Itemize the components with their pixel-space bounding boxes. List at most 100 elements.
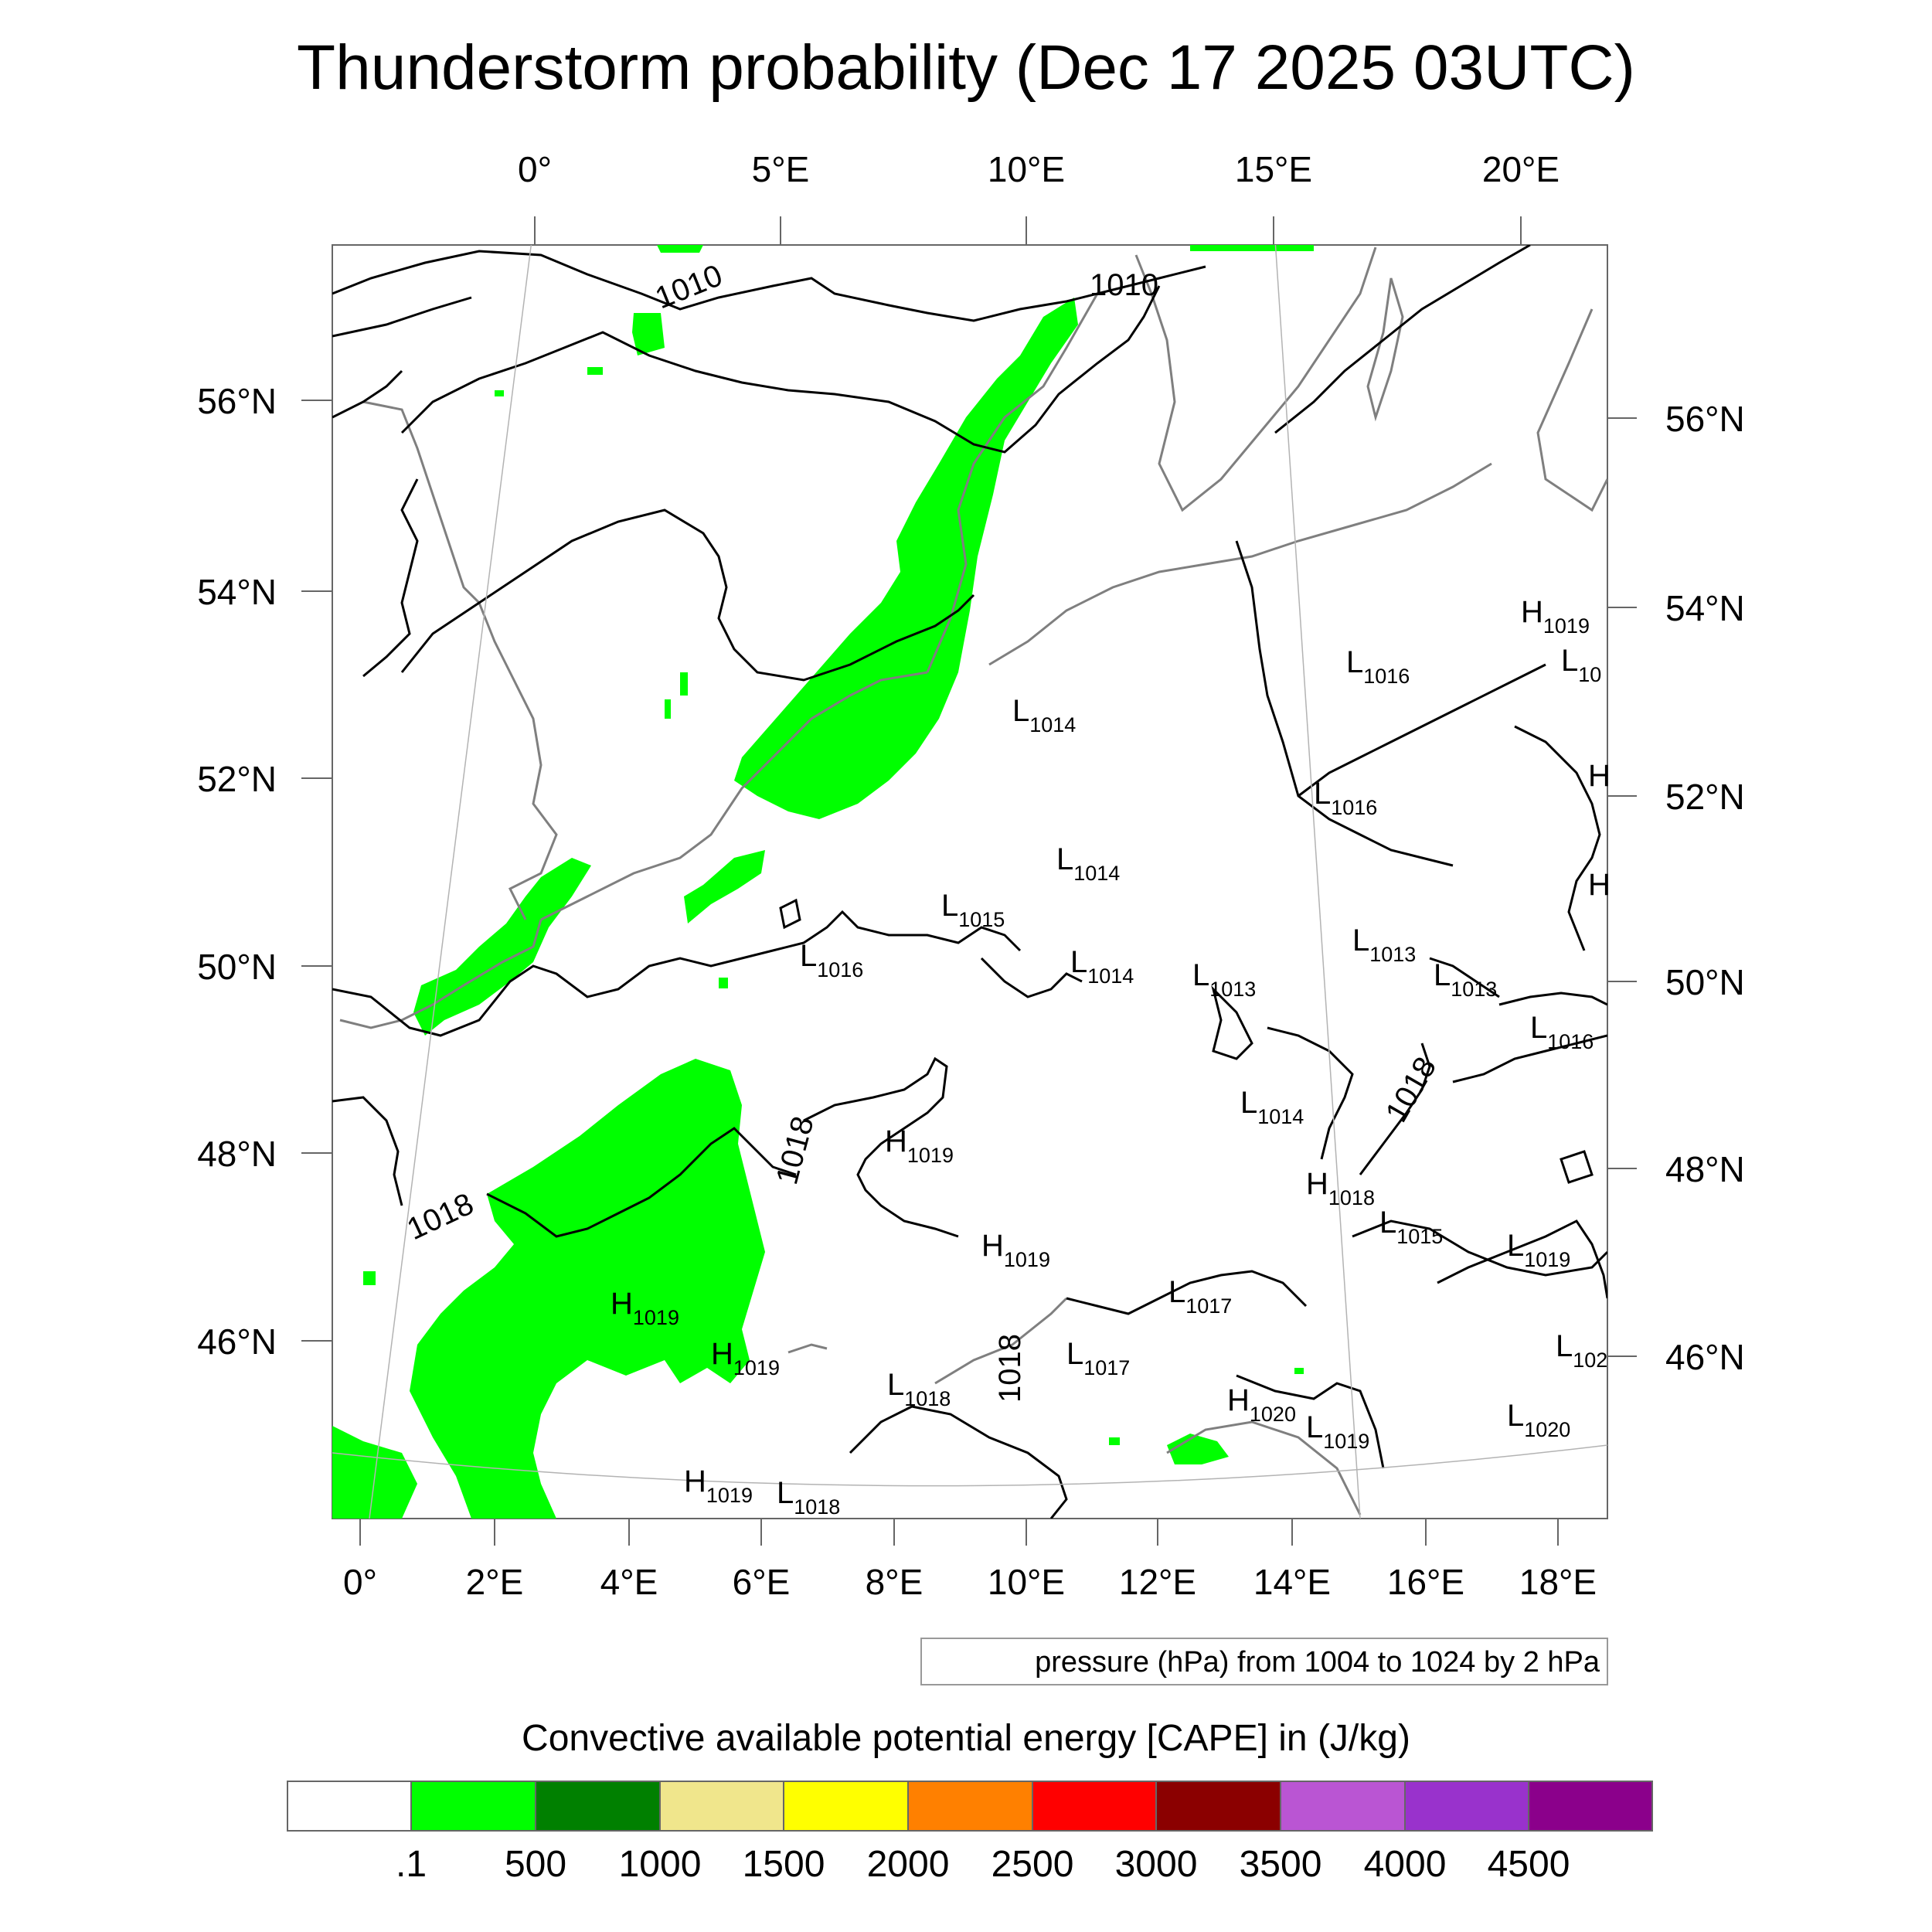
coastline-france-north [339, 919, 543, 1029]
cape-speck-4 [665, 699, 671, 719]
colorbar-tick: .1 [396, 1844, 427, 1885]
bottom-lon-label: 4°E [600, 1562, 658, 1602]
cape-area-france-main [410, 1059, 765, 1519]
isobar-1010 [332, 250, 1206, 322]
right-lat-label: 50°N [1665, 962, 1745, 1002]
colorbar-tick: 4000 [1364, 1844, 1447, 1885]
cape-speck-7 [1109, 1437, 1120, 1445]
top-lon-label: 5°E [752, 149, 810, 189]
pressure-note: pressure (hPa) from 1004 to 1024 by 2 hP… [1035, 1646, 1600, 1679]
cape-area-top-strip [657, 245, 703, 253]
colorbar-tick: 500 [505, 1844, 566, 1885]
pressure-center-label: L10 [1561, 644, 1601, 686]
right-lat-label: 56°N [1665, 399, 1745, 439]
pressure-center-label: H1019 [885, 1124, 954, 1167]
graticule [332, 245, 1607, 1519]
colorbar-box [410, 1781, 536, 1832]
pressure-center-label: H1019 [981, 1229, 1050, 1271]
pressure-center-label: L1017 [1168, 1275, 1232, 1318]
pressure-center-label: H1019 [684, 1464, 753, 1507]
pressure-center-label: H [1588, 868, 1611, 902]
pressure-center-label: H1018 [1306, 1167, 1375, 1209]
pressure-center-label: L1014 [1240, 1086, 1304, 1128]
colorbar-tick: 2500 [992, 1844, 1074, 1885]
isobar-small-a [1211, 985, 1253, 1060]
isobar-small-b [779, 898, 801, 930]
graticule-lat-45 [332, 1444, 1607, 1487]
pressure-center-label: L1013 [1192, 958, 1256, 1001]
pressure-center-label: L1016 [1530, 1011, 1594, 1053]
top-lon-label: 10°E [988, 149, 1065, 189]
colorbar-tick: 1000 [619, 1844, 702, 1885]
isobar-south-c [1236, 1374, 1385, 1469]
isobar-north-c [332, 369, 403, 419]
colorbar-ticks: .1 500 1000 1500 2000 2500 3000 3500 400… [396, 1844, 1570, 1885]
pressure-center-label: H1019 [711, 1337, 780, 1379]
cape-speck-3 [680, 672, 688, 696]
isobar-northeast [1274, 245, 1531, 434]
isobar-1018-b [803, 1056, 959, 1238]
coastline-uk-east [362, 400, 558, 920]
top-lon-label: 0° [518, 149, 552, 189]
isobar-1014-mid [980, 957, 1083, 998]
cape-area-channel [413, 858, 591, 1036]
left-lat-label: 54°N [197, 572, 277, 612]
isobar-east-d [1437, 1219, 1607, 1299]
isobar-east-h [1560, 1150, 1594, 1184]
cape-speck-8 [1294, 1368, 1304, 1374]
bottom-lon-label: 14°E [1253, 1562, 1331, 1602]
colorbar-box [1280, 1781, 1406, 1832]
colorbar-box [1528, 1781, 1653, 1832]
pressure-center-label: L1018 [887, 1368, 951, 1410]
isobar-label: 1010 [1090, 268, 1158, 302]
coastline-lowcountries [540, 671, 928, 921]
cape-area-scotland-blob [632, 313, 665, 355]
colorbar-box [1155, 1781, 1281, 1832]
isobar-east-e [1452, 1034, 1607, 1083]
bottom-lon-label: 16°E [1387, 1562, 1464, 1602]
colorbar-box [1404, 1781, 1529, 1832]
bottom-lon-label: 6°E [733, 1562, 791, 1602]
isobar-central-1012 [400, 509, 975, 682]
cape-speck-2 [587, 367, 603, 375]
pressure-center-label: L1014 [1070, 945, 1134, 988]
isobar-north-a [332, 296, 472, 338]
coastline-baltic-east [1536, 308, 1607, 512]
isobars [332, 245, 1607, 1519]
colorbar-tick: 3000 [1115, 1844, 1198, 1885]
cape-speck-6 [719, 978, 728, 988]
pressure-center-label: L1016 [1314, 777, 1377, 819]
isobar-east-c [1298, 663, 1546, 798]
pressure-center-label: L1015 [1379, 1206, 1443, 1248]
isobar-1014 [332, 910, 1022, 1037]
isobar-east-a [1267, 1026, 1354, 1160]
left-lat-label: 46°N [197, 1321, 277, 1362]
isobar-north-b [400, 285, 1161, 454]
isobar-label: 1018 [993, 1334, 1027, 1403]
colorbar-box [659, 1781, 784, 1832]
pressure-center-label: H1019 [611, 1287, 679, 1329]
isobar-uk-1012 [362, 478, 419, 678]
colorbar-box [287, 1781, 412, 1832]
coastline-adriatic [1166, 1420, 1362, 1515]
pressure-center-label: L1014 [1056, 842, 1120, 885]
colorbar-box [783, 1781, 909, 1832]
right-lat-label: 46°N [1665, 1337, 1745, 1377]
pressure-center-label: L1019 [1507, 1229, 1570, 1271]
colorbar-tick: 1500 [743, 1844, 825, 1885]
bottom-lon-label: 18°E [1519, 1562, 1597, 1602]
cape-speck-1 [495, 390, 504, 396]
left-lat-label: 48°N [197, 1134, 277, 1174]
bottom-lon-label: 10°E [988, 1562, 1065, 1602]
bottom-lon-label: 8°E [866, 1562, 923, 1602]
coastline-sweden [1134, 247, 1377, 512]
isobar-1018-a [486, 1127, 797, 1238]
colorbar-box [535, 1781, 661, 1832]
right-lat-label: 54°N [1665, 588, 1745, 628]
colorbar-box [1032, 1781, 1157, 1832]
pressure-center-label: H1020 [1227, 1383, 1296, 1426]
pressure-center-label: L1017 [1066, 1337, 1130, 1379]
pressure-centers: H1019 L10 L1016 L1014 H L1016 L1014 H L1… [611, 595, 1611, 1519]
coastline-baltic-south [988, 462, 1492, 666]
